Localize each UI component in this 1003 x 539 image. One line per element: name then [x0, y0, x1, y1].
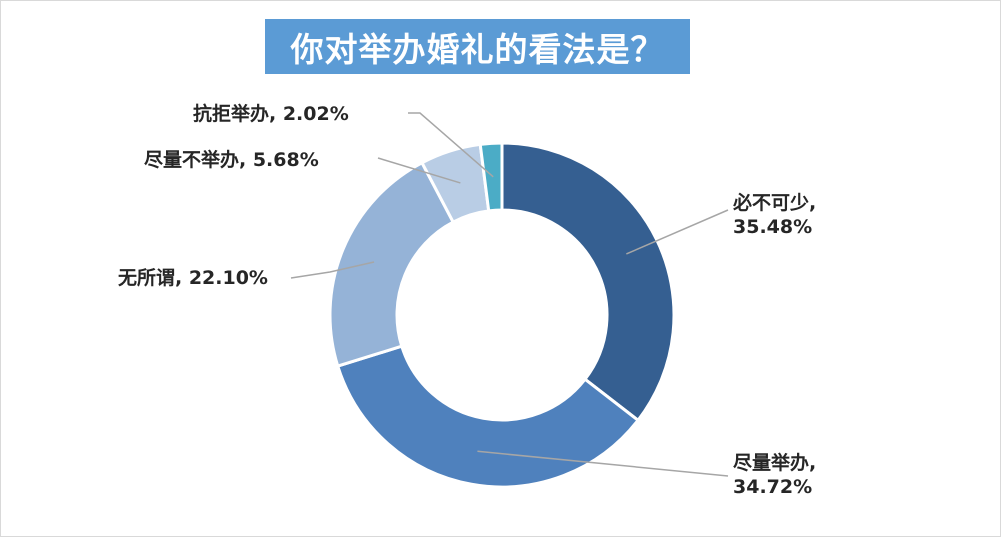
data-label-bixukeshao-value: 35.48% — [733, 216, 813, 238]
data-label-jinliangjuban-name: 尽量举办, — [733, 452, 817, 474]
data-label-wusuowei: 无所谓, 22.10% — [118, 267, 268, 289]
leader-line-kangjujuban — [408, 112, 494, 178]
donut-slice-jinliangjuban — [335, 344, 641, 489]
donut-slice-kangjujuban — [478, 141, 504, 213]
leader-line-jinliangjuban — [477, 450, 729, 477]
leader-line-bixukeshao — [626, 209, 729, 255]
chart-title: 你对举办婚礼的看法是？ — [290, 29, 665, 69]
data-label-bixukeshao: 必不可少, 35.48% — [733, 191, 816, 239]
data-label-jinliangbujuban: 尽量不举办, 5.68% — [144, 149, 319, 171]
data-label-jinliangjuban-value: 34.72% — [733, 476, 813, 498]
data-label-bixukeshao-name: 必不可少, — [733, 192, 817, 214]
donut-slice-bixukeshao — [500, 141, 676, 423]
data-label-kangjujuban: 抗拒举办, 2.02% — [193, 103, 349, 125]
leader-line-wusuowei — [290, 261, 375, 279]
leader-line-jinliangbujuban — [377, 157, 461, 184]
donut-slice-wusuowei — [328, 160, 456, 368]
data-label-jinliangjuban: 尽量举办, 34.72% — [733, 451, 816, 499]
chart-title-box: 你对举办婚礼的看法是？ — [265, 19, 690, 74]
